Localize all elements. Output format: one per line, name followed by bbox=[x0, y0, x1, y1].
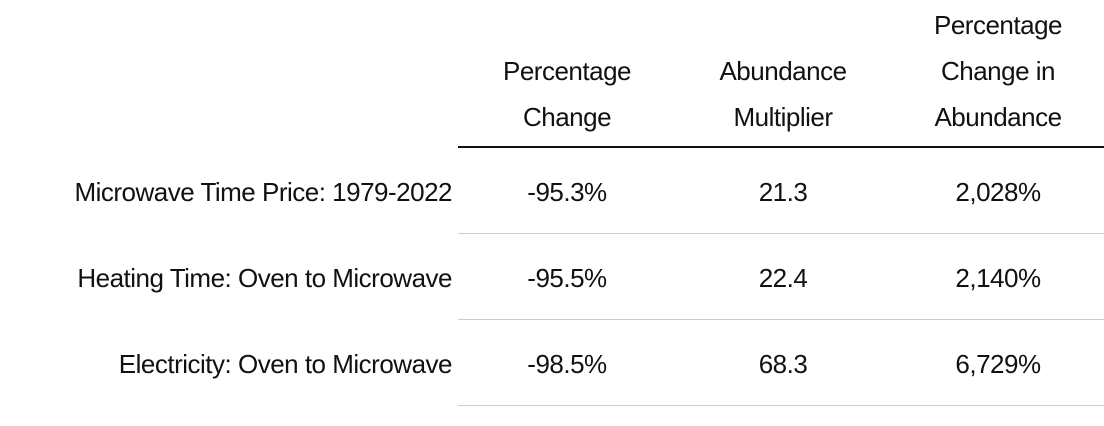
cell-value: -98.5% bbox=[527, 349, 607, 379]
row-label: Heating Time: Oven to Microwave bbox=[77, 263, 452, 293]
cell-value: 2,140% bbox=[955, 263, 1041, 293]
cell-value: 6,729% bbox=[955, 349, 1041, 379]
row-rule bbox=[458, 405, 1104, 406]
row-rule bbox=[458, 233, 1104, 234]
cell-value: -95.5% bbox=[527, 263, 607, 293]
cell-value: 68.3 bbox=[758, 349, 808, 379]
column-header: Percentage Change bbox=[503, 56, 631, 132]
cell-value: 22.4 bbox=[758, 263, 808, 293]
column-header: Abundance Multiplier bbox=[719, 56, 847, 132]
column-header: Percentage Change in Abundance bbox=[934, 10, 1062, 132]
row-label: Electricity: Oven to Microwave bbox=[118, 349, 453, 379]
header-rule bbox=[458, 146, 1104, 148]
cell-value: 21.3 bbox=[758, 177, 808, 207]
row-label: Microwave Time Price: 1979-2022 bbox=[74, 177, 452, 207]
cell-value: -95.3% bbox=[527, 177, 607, 207]
cell-value: 2,028% bbox=[955, 177, 1041, 207]
row-rule bbox=[458, 319, 1104, 320]
